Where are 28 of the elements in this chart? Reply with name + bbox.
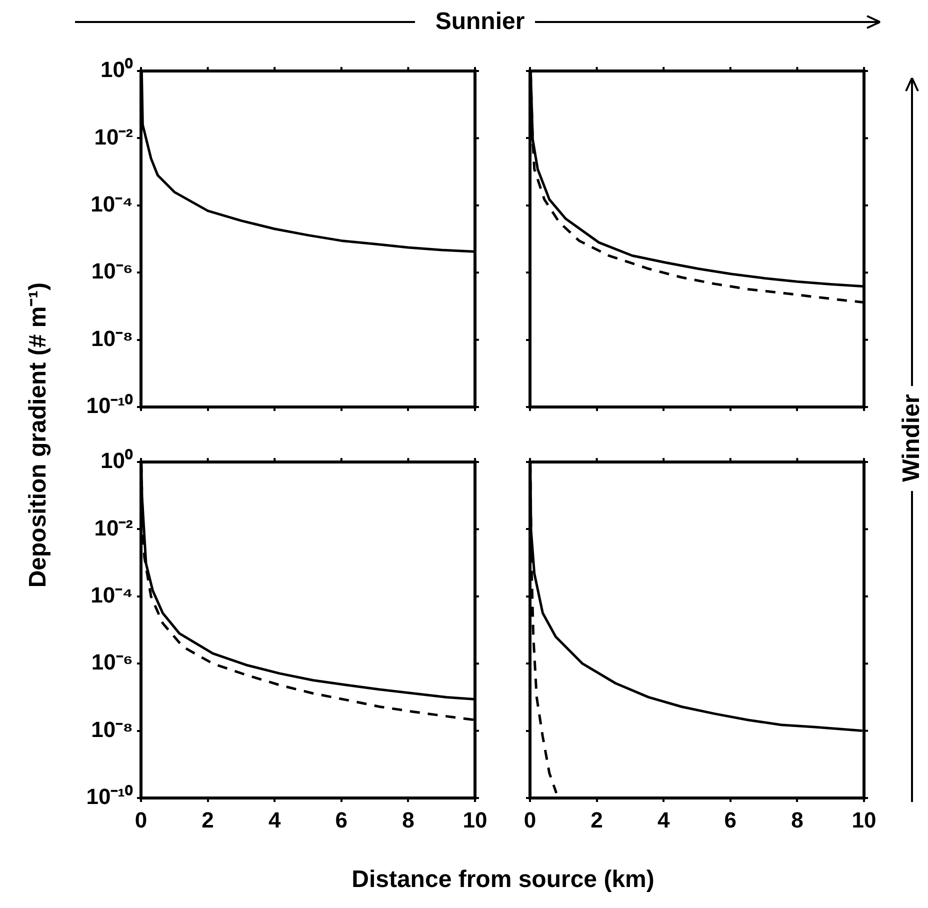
y-tick-label: 10⁰ bbox=[100, 448, 133, 474]
x-tick-label: 8 bbox=[402, 807, 414, 832]
x-tick-label: 10 bbox=[462, 807, 488, 832]
x-tick-label: 2 bbox=[202, 807, 214, 832]
x-tick-label: 6 bbox=[335, 807, 348, 832]
y-tick-label: 10⁻⁶ bbox=[91, 650, 133, 675]
x-tick-label: 6 bbox=[724, 807, 737, 832]
x-tick-label: 0 bbox=[134, 807, 148, 832]
y-tick-label: 10⁻⁶ bbox=[91, 258, 133, 284]
text: Windier bbox=[898, 394, 926, 482]
y-axis-title: Deposition gradient (# m⁻¹) bbox=[24, 282, 52, 588]
x-tick-label: 8 bbox=[791, 807, 804, 832]
y-tick-label: 10⁻¹⁰ bbox=[86, 784, 133, 810]
y-tick-label: 10⁻⁸ bbox=[91, 326, 133, 351]
x-tick-label: 4 bbox=[657, 807, 670, 832]
x-tick-label: 2 bbox=[590, 807, 603, 832]
y-tick-label: 10⁻² bbox=[94, 124, 133, 150]
x-axis-title: Distance from source (km) bbox=[352, 866, 654, 894]
x-tick-label: 10 bbox=[852, 807, 876, 832]
y-tick-label: 10⁻⁸ bbox=[91, 716, 133, 742]
y-tick-label: 10⁰ bbox=[100, 57, 133, 82]
y-tick-label: 10⁻⁴ bbox=[90, 582, 133, 608]
y-tick-label: 10⁻⁴ bbox=[90, 191, 133, 216]
text: Sunnier bbox=[435, 8, 525, 36]
y-tick-label: 10⁻¹⁰ bbox=[86, 393, 133, 418]
x-tick-label: 0 bbox=[524, 807, 536, 832]
x-tick-label: 4 bbox=[268, 807, 282, 832]
y-tick-label: 10⁻² bbox=[94, 515, 133, 540]
